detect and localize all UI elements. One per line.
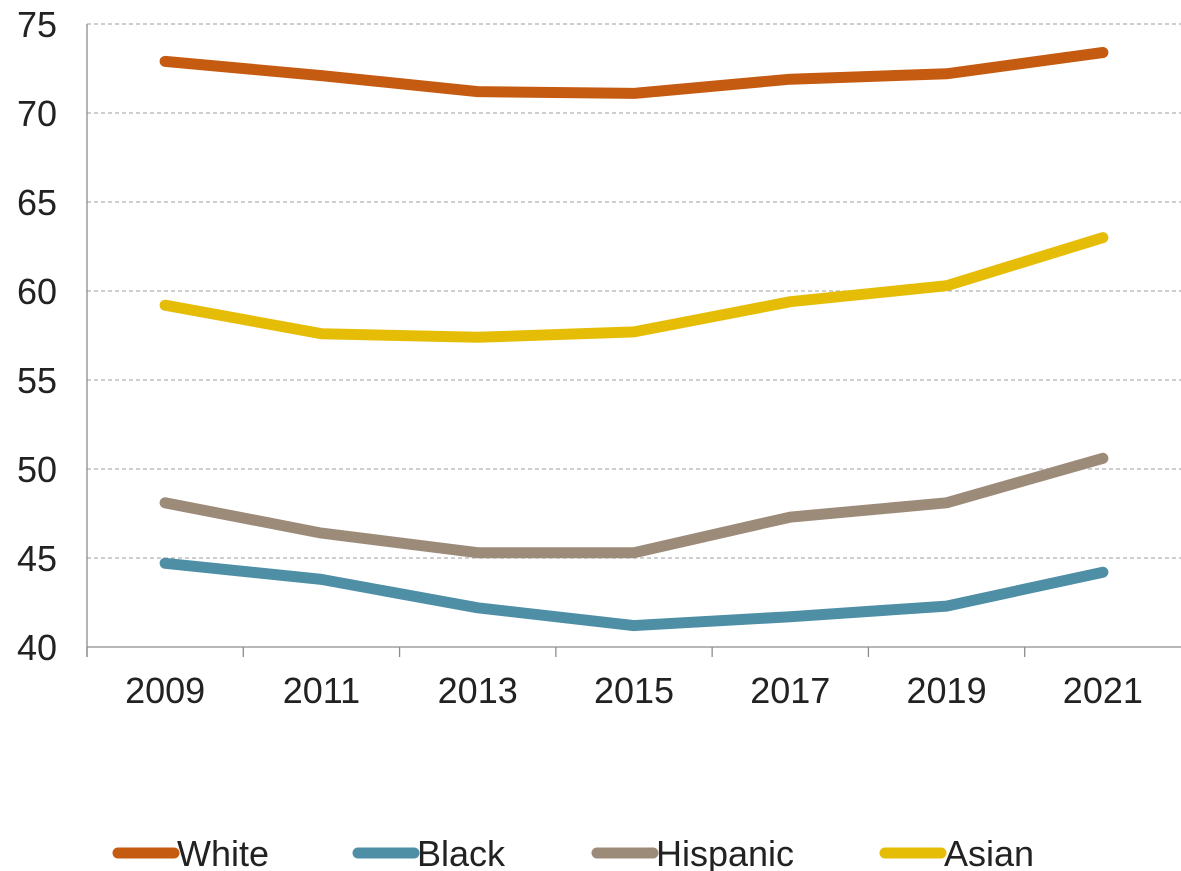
x-tick-label: 2019 — [907, 670, 987, 711]
legend: White Black Hispanic Asian — [112, 833, 1034, 871]
y-tick-label: 70 — [17, 93, 57, 134]
x-tick-label: 2009 — [125, 670, 205, 711]
x-axis-ticks: 2009 2011 2013 2015 2017 2019 2021 — [86, 647, 1143, 711]
legend-label-asian: Asian — [944, 833, 1034, 871]
y-tick-label: 65 — [17, 182, 57, 223]
series-lines — [159, 47, 1109, 632]
series-line-black — [159, 557, 1109, 632]
y-axis-ticks: 40 45 50 55 60 65 70 75 — [17, 4, 57, 668]
series-line-white — [159, 47, 1109, 99]
axes — [86, 24, 1181, 657]
gridlines — [87, 23, 1181, 559]
series-line-hispanic — [159, 452, 1109, 559]
y-tick-label: 60 — [17, 271, 57, 312]
x-tick-label: 2015 — [594, 670, 674, 711]
legend-label-white: White — [177, 833, 269, 871]
y-tick-label: 75 — [17, 4, 57, 45]
x-tick-label: 2017 — [750, 670, 830, 711]
x-tick-label: 2011 — [283, 670, 360, 711]
y-tick-label: 50 — [17, 449, 57, 490]
legend-label-black: Black — [417, 833, 506, 871]
y-tick-label: 45 — [17, 538, 57, 579]
x-tick-label: 2013 — [438, 670, 518, 711]
y-tick-label: 40 — [17, 627, 57, 668]
legend-label-hispanic: Hispanic — [656, 833, 794, 871]
y-tick-label: 55 — [17, 360, 57, 401]
x-tick-label: 2021 — [1063, 670, 1143, 711]
series-line-asian — [159, 232, 1109, 343]
